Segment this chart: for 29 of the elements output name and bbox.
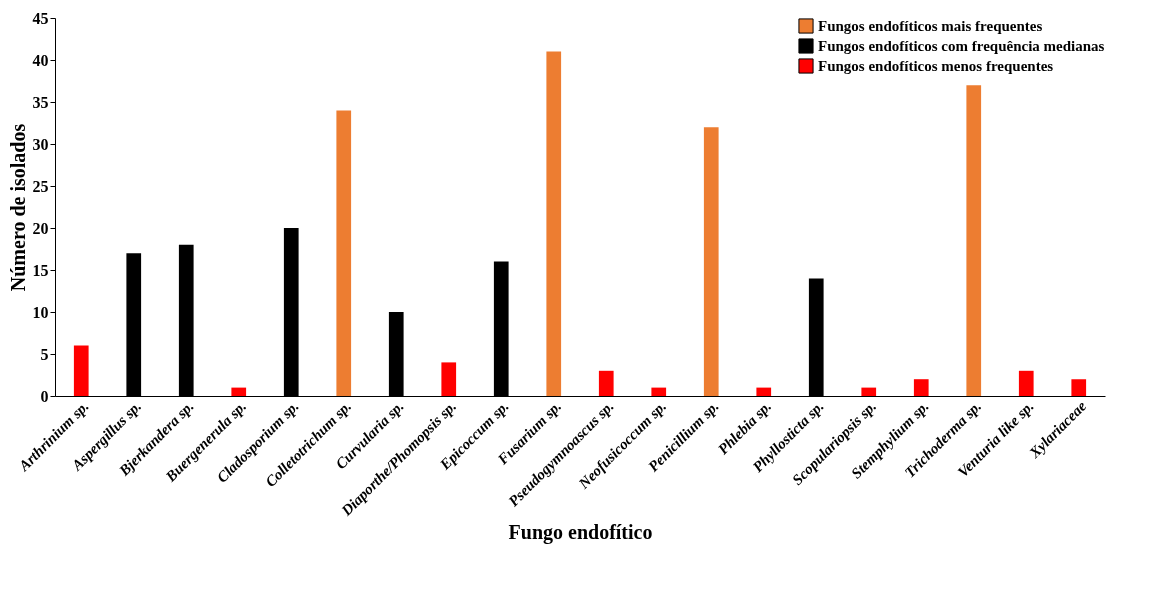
bar: [598, 370, 614, 396]
y-tick-label: 30: [32, 135, 49, 153]
bar: [913, 379, 929, 396]
y-tick-label: 20: [32, 219, 49, 237]
bar: [231, 387, 247, 396]
y-tick-label: 25: [32, 177, 49, 195]
bar: [1018, 370, 1034, 396]
legend-label: Fungos endofíticos mais frequentes: [818, 18, 1043, 34]
bar: [703, 127, 719, 396]
bar: [861, 387, 877, 396]
y-tick-label: 10: [32, 303, 49, 321]
bar: [336, 110, 352, 396]
bar: [546, 51, 562, 396]
legend-label: Fungos endofíticos com frequência medianas: [818, 38, 1105, 54]
y-tick-label: 15: [32, 261, 49, 279]
bar: [1071, 379, 1087, 396]
y-tick-label: 45: [32, 9, 49, 27]
y-tick-label: 40: [32, 51, 49, 69]
bar: [651, 387, 667, 396]
y-tick-label: 0: [40, 387, 49, 405]
bar: [966, 85, 982, 396]
y-tick-label: 35: [32, 93, 49, 111]
x-axis-title: Fungo endofítico: [508, 520, 653, 544]
bar: [756, 387, 772, 396]
bar: [441, 362, 457, 396]
y-axis-title: Número de isolados: [6, 123, 29, 292]
legend-label: Fungos endofíticos menos frequentes: [818, 58, 1054, 74]
bar: [73, 345, 89, 396]
y-tick-label: 5: [40, 345, 49, 363]
